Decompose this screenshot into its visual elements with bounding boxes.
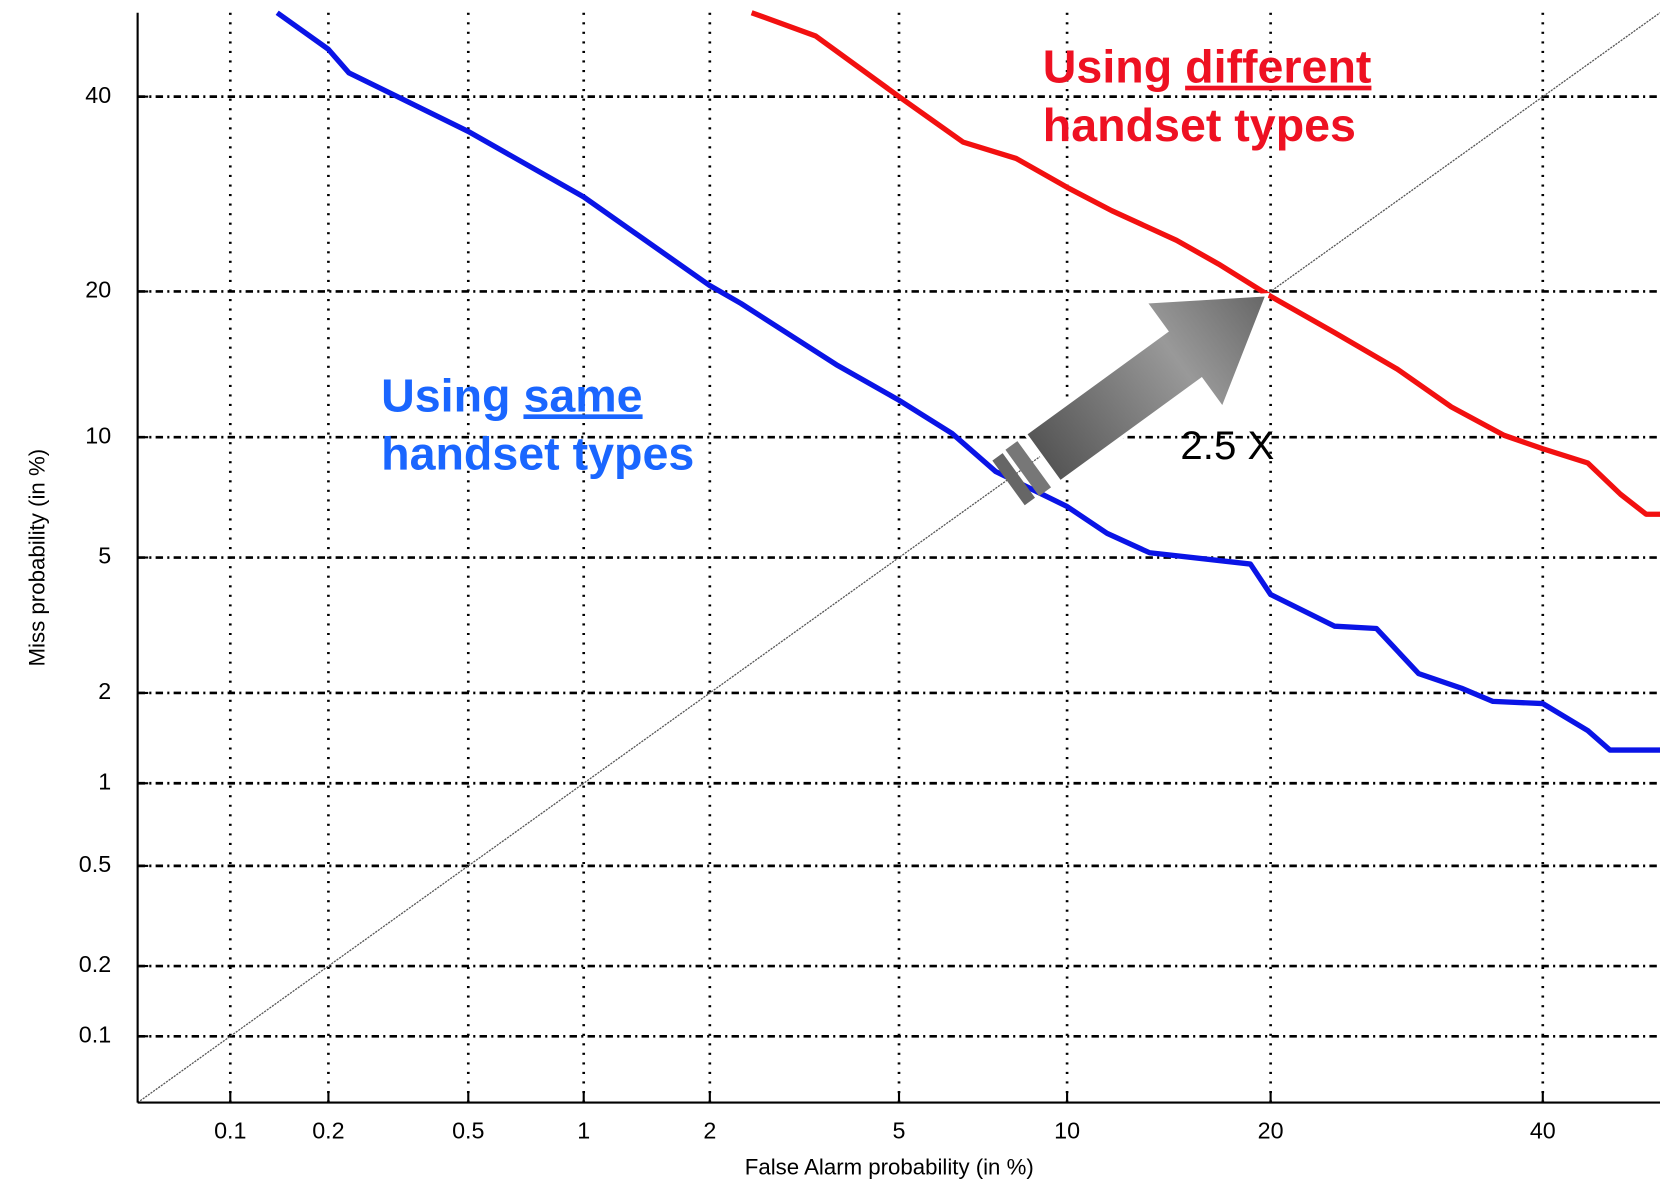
annotation: Using same: [381, 369, 642, 421]
annotation-emphasis: different: [1185, 41, 1371, 93]
page: Using different handset types Using same…: [0, 0, 1660, 1180]
x-tick-label: 0.2: [312, 1117, 344, 1143]
y-tick-label: 10: [85, 422, 111, 448]
y-tick-label: 2: [98, 678, 111, 704]
annotation: Using different: [1043, 41, 1372, 93]
x-axis-title: False Alarm probability (in %): [745, 1155, 1034, 1180]
y-tick-label: 0.5: [79, 851, 111, 877]
y-tick-label: 0.1: [79, 1021, 111, 1047]
annotation-text: handset types: [1043, 99, 1356, 151]
x-tick-label: 0.5: [452, 1117, 484, 1143]
y-tick-label: 40: [85, 82, 111, 108]
y-tick-label: 5: [98, 543, 111, 569]
x-tick-label: 0.1: [214, 1117, 246, 1143]
annotation-text: Using: [381, 369, 510, 421]
x-tick-label: 20: [1258, 1117, 1284, 1143]
x-tick-label: 1: [577, 1117, 590, 1143]
y-axis-title: Miss probability (in %): [24, 449, 49, 667]
annotation-text: handset types: [381, 428, 694, 480]
x-tick-label: 2: [703, 1117, 716, 1143]
x-tick-label: 10: [1054, 1117, 1080, 1143]
annotation-text: Using: [1043, 41, 1172, 93]
x-tick-label: 40: [1530, 1117, 1556, 1143]
y-tick-label: 0.2: [79, 951, 111, 977]
x-tick-label: 5: [893, 1117, 906, 1143]
annotation-text: 2.5 X: [1180, 423, 1274, 468]
annotation-emphasis: same: [523, 369, 642, 421]
chart: Using different handset types Using same…: [0, 0, 1660, 1180]
y-tick-label: 1: [98, 768, 111, 794]
y-tick-label: 20: [85, 277, 111, 303]
